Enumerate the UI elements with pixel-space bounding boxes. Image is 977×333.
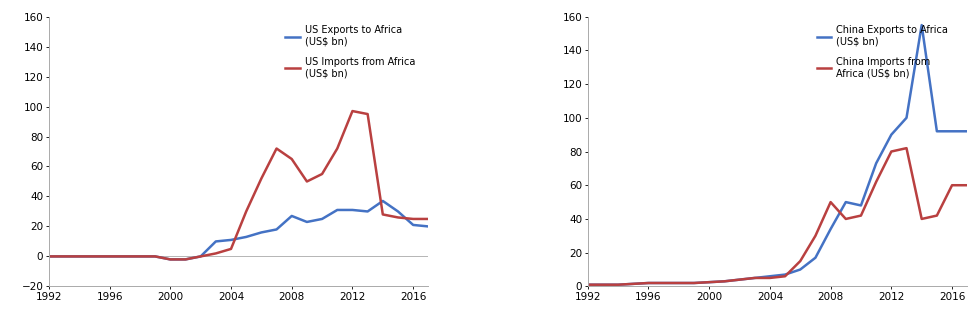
Legend: US Exports to Africa
(US$ bn), US Imports from Africa
(US$ bn): US Exports to Africa (US$ bn), US Import… — [281, 22, 419, 82]
Legend: China Exports to Africa
(US$ bn), China Imports from
Africa (US$ bn): China Exports to Africa (US$ bn), China … — [813, 22, 952, 82]
